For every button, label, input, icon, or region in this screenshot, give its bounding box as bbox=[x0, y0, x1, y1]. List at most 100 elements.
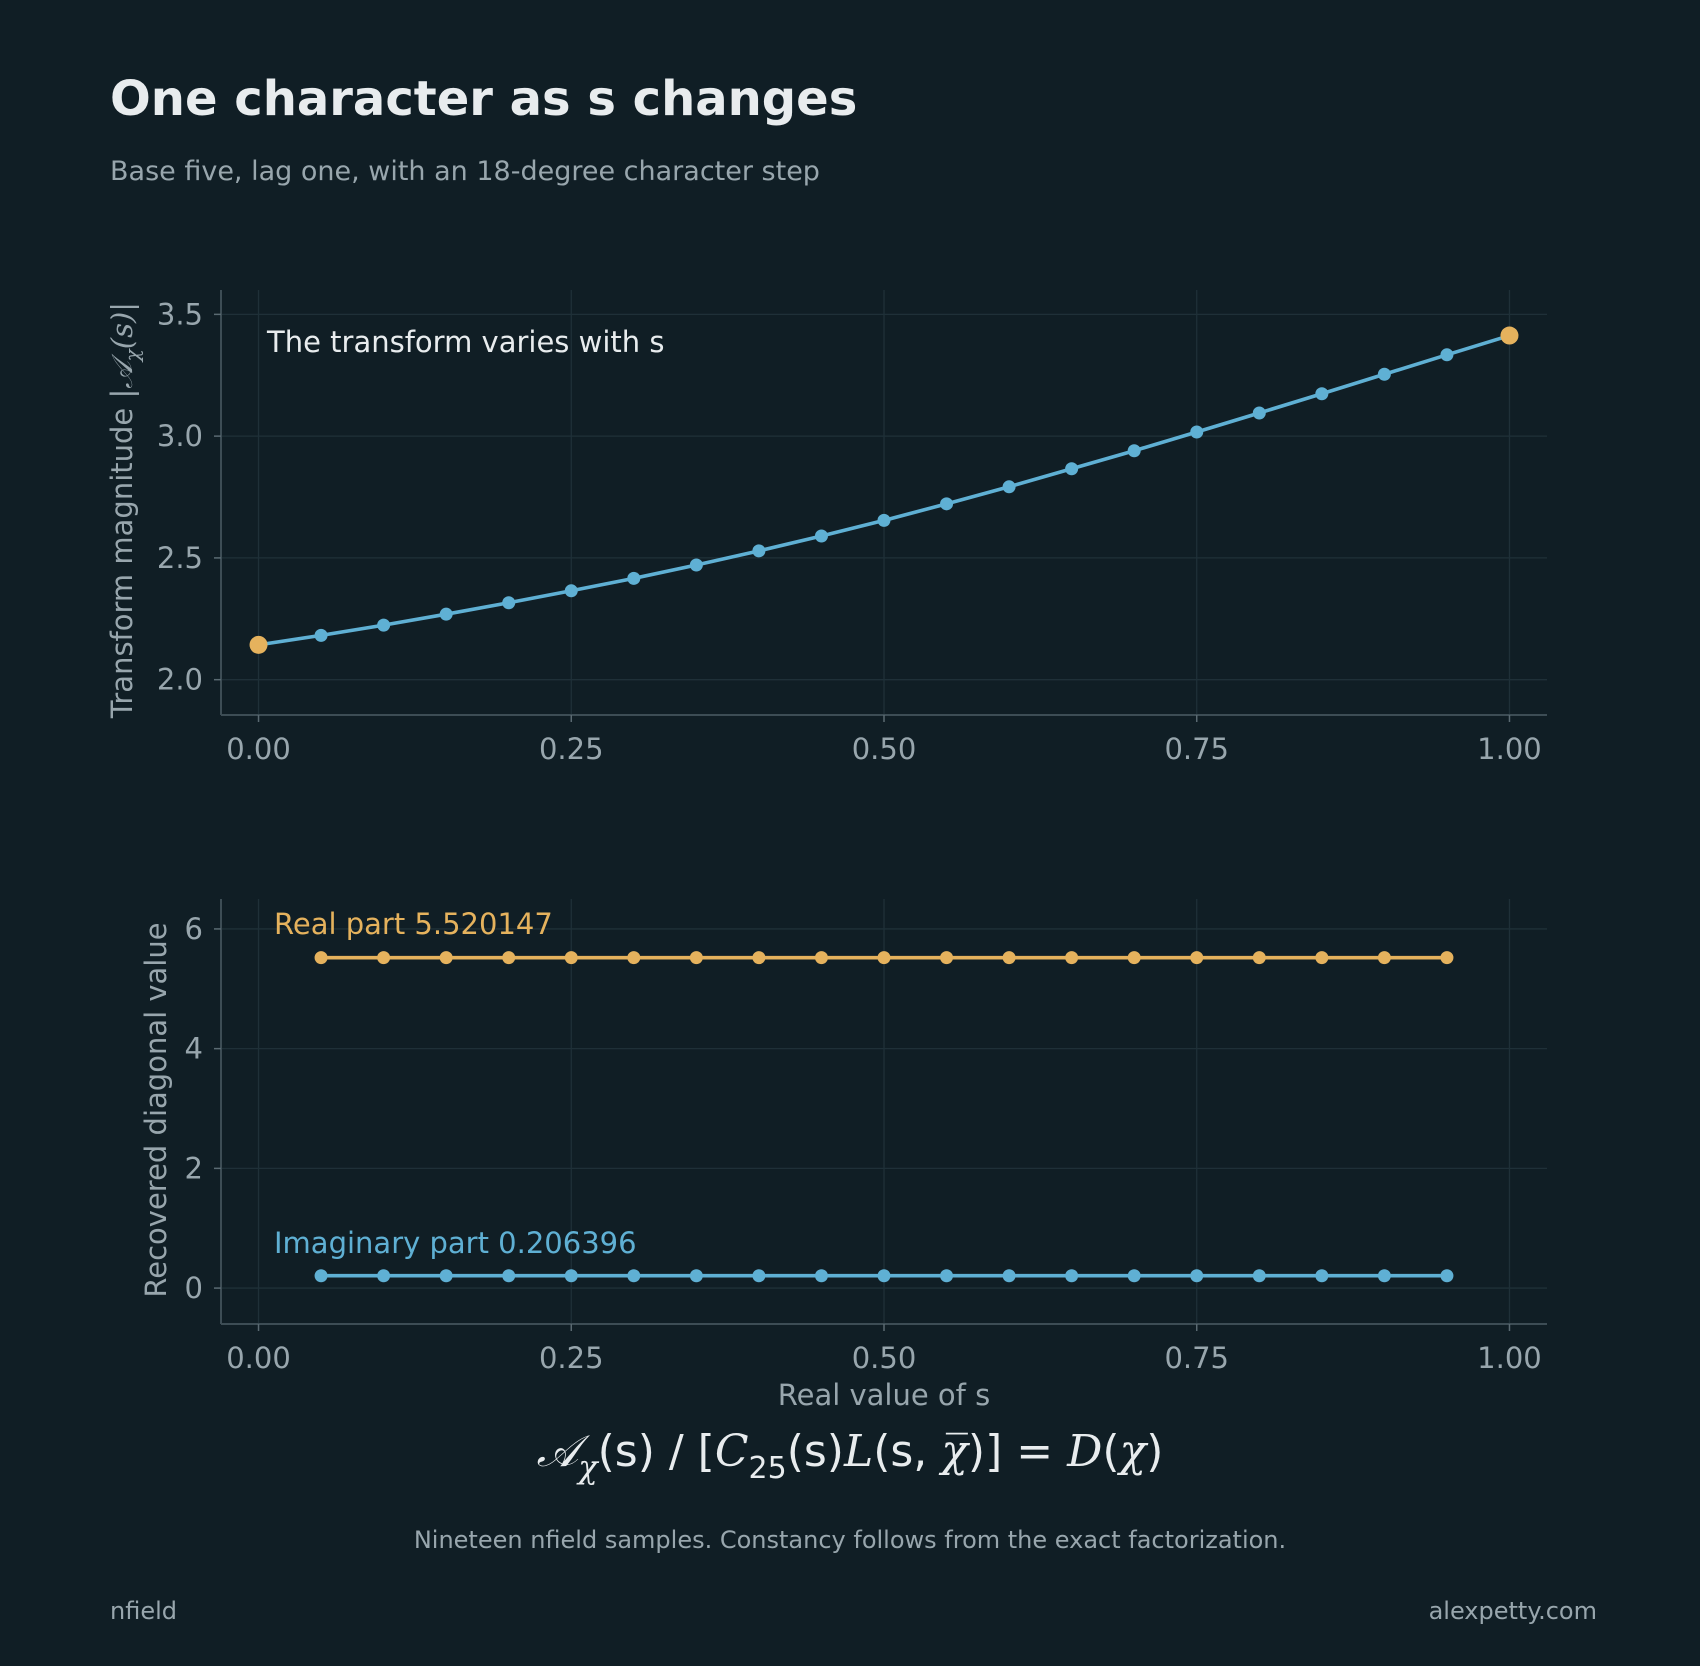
formula-part-1: (s) / [ bbox=[598, 1426, 715, 1477]
top-y-axis-label: Transform magnitude |𝒜χ(s)| bbox=[105, 302, 144, 719]
bottom-x-tick-label: 0.25 bbox=[539, 1341, 604, 1375]
bottom-series-1-point bbox=[940, 1269, 954, 1283]
top-tick-labels: 0.00 0.25 0.50 0.75 1.00 2.0 2.5 3.0 3.5 bbox=[157, 297, 1542, 766]
bottom-x-tick-label: 0.75 bbox=[1164, 1341, 1229, 1375]
top-y-label-chi: χ bbox=[120, 347, 144, 363]
bottom-series-0-point bbox=[1377, 951, 1391, 965]
top-series-0-point bbox=[564, 584, 578, 598]
top-series-0-point bbox=[814, 529, 828, 543]
bottom-series-0-point bbox=[1002, 951, 1016, 965]
bottom-y-tick-label: 0 bbox=[185, 1271, 203, 1305]
top-series-0-point bbox=[377, 618, 391, 632]
bottom-series-0-point bbox=[877, 951, 891, 965]
bottom-series-0-point bbox=[1252, 951, 1266, 965]
bottom-series-0-point bbox=[502, 951, 516, 965]
top-y-tick-label: 2.0 bbox=[157, 663, 203, 697]
bottom-series-1-point bbox=[377, 1269, 391, 1283]
bottom-series-0-point bbox=[752, 951, 766, 965]
bottom-series-0-point bbox=[627, 951, 641, 965]
top-series-0-point bbox=[439, 607, 453, 621]
bottom-series-1-point bbox=[439, 1269, 453, 1283]
top-y-tick-label: 3.5 bbox=[157, 297, 203, 331]
top-y-tick-label: 2.5 bbox=[157, 541, 203, 575]
bottom-series-0-point bbox=[1190, 951, 1204, 965]
top-series-0-point bbox=[1440, 348, 1454, 362]
bottom-series-0-point bbox=[377, 951, 391, 965]
top-x-tick-label: 0.50 bbox=[852, 732, 917, 766]
top-y-tick-label: 3.0 bbox=[157, 419, 203, 453]
bottom-series-1-point bbox=[1002, 1269, 1016, 1283]
top-series-0-point bbox=[877, 513, 891, 527]
top-series-0-point bbox=[1252, 406, 1266, 420]
bottom-x-tick-label: 0.00 bbox=[226, 1341, 291, 1375]
footer-right: alexpetty.com bbox=[1429, 1597, 1597, 1625]
formula-l: L bbox=[843, 1426, 873, 1477]
top-grid bbox=[221, 290, 1547, 715]
formula-c: C bbox=[715, 1426, 749, 1477]
top-series-0-point bbox=[1065, 462, 1079, 476]
bottom-series-0-point bbox=[1440, 951, 1454, 965]
bottom-series-0-point bbox=[439, 951, 453, 965]
bottom-series-1-point bbox=[814, 1269, 828, 1283]
top-panel: 0.00 0.25 0.50 0.75 1.00 2.0 2.5 3.0 3.5 The tra… bbox=[105, 290, 1547, 766]
bottom-series-1-point bbox=[564, 1269, 578, 1283]
bottom-series-0-point bbox=[564, 951, 578, 965]
bottom-series-1-point bbox=[1190, 1269, 1204, 1283]
bottom-series-1-point bbox=[752, 1269, 766, 1283]
bottom-series-0-point bbox=[689, 951, 703, 965]
bottom-axes bbox=[214, 899, 1547, 1331]
footnote: Nineteen nfield samples. Constancy follo… bbox=[414, 1526, 1286, 1554]
chart-title: One character as s changes bbox=[110, 71, 857, 127]
formula-chi-sub: χ bbox=[576, 1448, 599, 1486]
formula-sub-25: 25 bbox=[749, 1451, 787, 1486]
formula: 𝒜χ(s) / [C25(s)L(s, χ̅)] = D(χ) bbox=[537, 1426, 1164, 1486]
bottom-series bbox=[314, 951, 1454, 1283]
bottom-series-1-point bbox=[627, 1269, 641, 1283]
top-x-tick-label: 0.25 bbox=[539, 732, 604, 766]
top-series-0-point bbox=[502, 596, 516, 610]
formula-part-3: (s, bbox=[873, 1426, 941, 1477]
bottom-x-tick-label: 0.50 bbox=[852, 1341, 917, 1375]
bottom-series-1-point bbox=[1127, 1269, 1141, 1283]
bottom-series-0-point bbox=[814, 951, 828, 965]
top-series-0-point bbox=[1315, 387, 1329, 401]
formula-part-5: ( bbox=[1102, 1426, 1119, 1477]
top-series-0-point bbox=[314, 628, 328, 642]
bottom-series-1-point bbox=[689, 1269, 703, 1283]
top-series-0-point bbox=[1190, 425, 1204, 439]
imaginary-part-label: Imaginary part 0.206396 bbox=[274, 1226, 637, 1260]
top-series-0-point bbox=[1002, 480, 1016, 494]
top-endpoint-marker bbox=[1500, 326, 1519, 345]
top-endpoint-marker bbox=[249, 635, 268, 654]
top-series-0-point bbox=[689, 558, 703, 572]
bottom-series-0-point bbox=[1127, 951, 1141, 965]
x-axis-label: Real value of s bbox=[778, 1378, 990, 1412]
chart-subtitle: Base five, lag one, with an 18-degree ch… bbox=[110, 156, 820, 187]
bottom-x-tick-label: 1.00 bbox=[1477, 1341, 1542, 1375]
bottom-y-tick-label: 2 bbox=[185, 1151, 203, 1185]
formula-part-4: )] = bbox=[968, 1426, 1067, 1477]
bottom-y-tick-label: 4 bbox=[185, 1032, 203, 1066]
top-x-tick-label: 0.75 bbox=[1164, 732, 1229, 766]
formula-d: D bbox=[1066, 1426, 1102, 1477]
formula-part-6: ) bbox=[1146, 1426, 1163, 1477]
bottom-series-0-point bbox=[940, 951, 954, 965]
bottom-series-0-point bbox=[1315, 951, 1329, 965]
bottom-series-1-point bbox=[877, 1269, 891, 1283]
bottom-series-1-point bbox=[1440, 1269, 1454, 1283]
bottom-series-0-point bbox=[314, 951, 328, 965]
top-x-tick-label: 0.00 bbox=[226, 732, 291, 766]
top-series bbox=[249, 326, 1519, 654]
real-part-label: Real part 5.520147 bbox=[274, 907, 553, 941]
bottom-series-1-point bbox=[1377, 1269, 1391, 1283]
top-series-0-point bbox=[940, 497, 954, 511]
bottom-series-1-point bbox=[1315, 1269, 1329, 1283]
bottom-y-tick-label: 6 bbox=[185, 912, 203, 946]
top-y-label-text: Transform magnitude | bbox=[105, 389, 139, 719]
bottom-series-1-point bbox=[502, 1269, 516, 1283]
top-series-0-point bbox=[1377, 367, 1391, 381]
top-annotation: The transform varies with s bbox=[266, 325, 664, 359]
bottom-grid bbox=[221, 899, 1547, 1324]
bottom-panel: 0.00 0.25 0.50 0.75 1.00 0 2 4 6 Real part 5.520… bbox=[139, 899, 1547, 1412]
